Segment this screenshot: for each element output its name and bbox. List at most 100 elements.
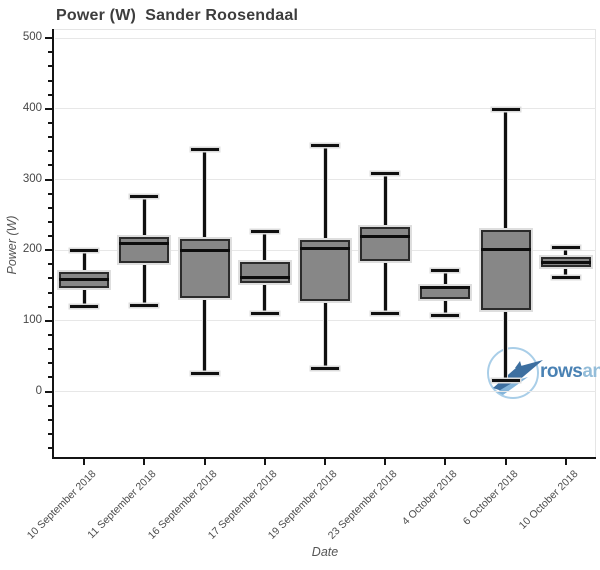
x-axis-tick <box>444 459 447 465</box>
plot-area <box>54 29 596 458</box>
y-axis-minor-tick <box>48 305 52 308</box>
median-line <box>480 248 531 251</box>
lower-whisker-stem <box>564 267 568 278</box>
x-axis-tick <box>564 459 567 465</box>
median-line <box>119 242 170 246</box>
upper-whisker-stem <box>263 231 267 263</box>
y-axis-major-tick <box>45 249 52 252</box>
box-body <box>480 229 531 310</box>
y-axis-minor-tick <box>48 376 52 379</box>
upper-whisker-stem <box>383 173 387 227</box>
box-body <box>119 237 170 263</box>
box-body <box>360 226 411 261</box>
gridline <box>55 391 596 393</box>
upper-whisker-cap <box>551 245 580 249</box>
y-axis-minor-tick <box>48 348 52 351</box>
y-axis-minor-tick <box>48 150 52 153</box>
x-axis-tick <box>83 459 86 465</box>
x-axis-tick <box>143 459 146 465</box>
lower-whisker-cap <box>371 312 400 316</box>
y-axis-major-tick <box>45 319 52 322</box>
y-axis-minor-tick <box>48 362 52 365</box>
rowing-boat-icon <box>487 347 543 399</box>
upper-whisker-stem <box>504 109 508 230</box>
x-tick-label: 6 October 2018 <box>460 468 521 528</box>
lower-whisker-cap <box>130 303 159 307</box>
y-axis-minor-tick <box>48 235 52 238</box>
y-tick-label: 0 <box>35 384 42 397</box>
x-tick-label: 10 October 2018 <box>516 468 581 532</box>
y-tick-label: 300 <box>22 172 42 185</box>
y-axis-major-tick <box>45 178 52 181</box>
y-axis-line <box>52 29 54 459</box>
lower-whisker-stem <box>383 260 387 314</box>
x-axis-tick <box>203 459 206 465</box>
y-axis-minor-tick <box>48 79 52 82</box>
upper-whisker-cap <box>311 144 339 148</box>
watermark-text-light: an <box>582 361 600 382</box>
y-axis-minor-tick <box>48 277 52 280</box>
x-axis-tick <box>504 459 507 465</box>
lower-whisker-cap <box>551 275 580 279</box>
chart-title: Power (W) Sander Roosendaal <box>56 7 299 24</box>
y-axis-minor-tick <box>48 136 52 139</box>
lower-whisker-stem <box>203 298 207 374</box>
y-axis-minor-tick <box>48 432 52 435</box>
upper-whisker-cap <box>190 147 219 151</box>
y-axis-label: Power (W) <box>5 215 19 275</box>
x-axis-label: Date <box>311 545 339 559</box>
median-line <box>420 286 471 290</box>
y-axis-minor-tick <box>48 164 52 167</box>
upper-whisker-stem <box>323 145 327 240</box>
upper-whisker-stem <box>142 196 146 238</box>
lower-whisker-stem <box>263 282 267 314</box>
y-axis-minor-tick <box>48 291 52 294</box>
rowsandall-logo: rowsan <box>487 344 600 404</box>
lower-whisker-cap <box>311 366 339 370</box>
y-axis-major-tick <box>45 107 52 110</box>
watermark-text: rowsan <box>540 361 600 383</box>
upper-whisker-stem <box>82 250 86 273</box>
y-axis-minor-tick <box>48 51 52 54</box>
x-axis-tick <box>384 459 387 465</box>
lower-whisker-stem <box>323 301 327 369</box>
upper-whisker-cap <box>371 172 400 176</box>
median-line <box>360 234 411 238</box>
y-axis-minor-tick <box>48 220 52 223</box>
lower-whisker-cap <box>250 312 279 316</box>
upper-whisker-stem <box>443 270 447 287</box>
y-axis-minor-tick <box>48 206 52 209</box>
lower-whisker-cap <box>70 305 99 309</box>
watermark-text-bold: rows <box>540 361 583 382</box>
lower-whisker-cap <box>491 379 520 383</box>
y-tick-label: 200 <box>22 243 42 256</box>
y-axis-minor-tick <box>48 93 52 96</box>
upper-whisker-cap <box>491 108 520 112</box>
lower-whisker-cap <box>190 371 219 375</box>
y-axis-minor-tick <box>48 192 52 195</box>
y-axis-minor-tick <box>48 334 52 337</box>
y-axis-minor-tick <box>48 65 52 68</box>
y-axis-major-tick <box>45 390 52 393</box>
x-axis-line <box>52 457 596 459</box>
x-tick-label: 23 September 2018 <box>325 468 400 542</box>
y-axis-minor-tick <box>48 121 52 124</box>
upper-whisker-cap <box>431 268 460 272</box>
y-axis-major-tick <box>45 37 52 40</box>
upper-whisker-cap <box>130 195 159 198</box>
median-line <box>239 275 290 279</box>
median-line <box>540 260 591 264</box>
y-tick-label: 100 <box>22 313 42 326</box>
